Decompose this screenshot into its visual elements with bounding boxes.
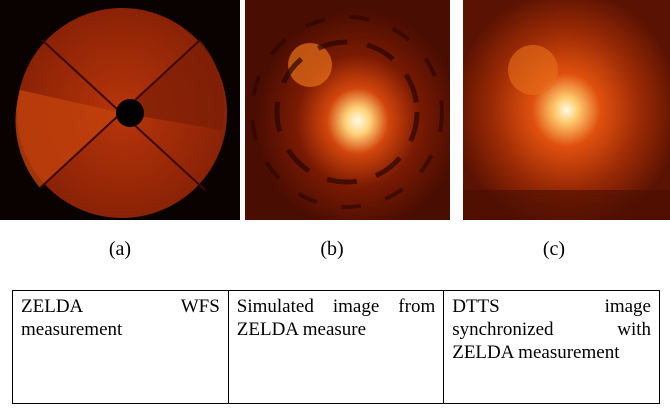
panel-label: (c) [514, 238, 594, 261]
simulated-image [245, 0, 450, 220]
panel-label: (b) [292, 238, 372, 261]
table-cell: DTTS image synchronized with ZELDA measu… [444, 291, 660, 404]
table-cell: ZELDA WFS measurement [13, 291, 229, 404]
dtts-image [463, 0, 670, 220]
table-cell: Simulated image from ZELDA measure [228, 291, 443, 404]
panel-label: (a) [80, 238, 160, 261]
page: (a) (b) (c) ZELDA WFS measurement Simula… [0, 0, 670, 420]
caption-table: ZELDA WFS measurement Simulated image fr… [12, 290, 660, 404]
table-row: ZELDA WFS measurement Simulated image fr… [13, 291, 660, 404]
zelda-wfs-image [0, 0, 240, 220]
